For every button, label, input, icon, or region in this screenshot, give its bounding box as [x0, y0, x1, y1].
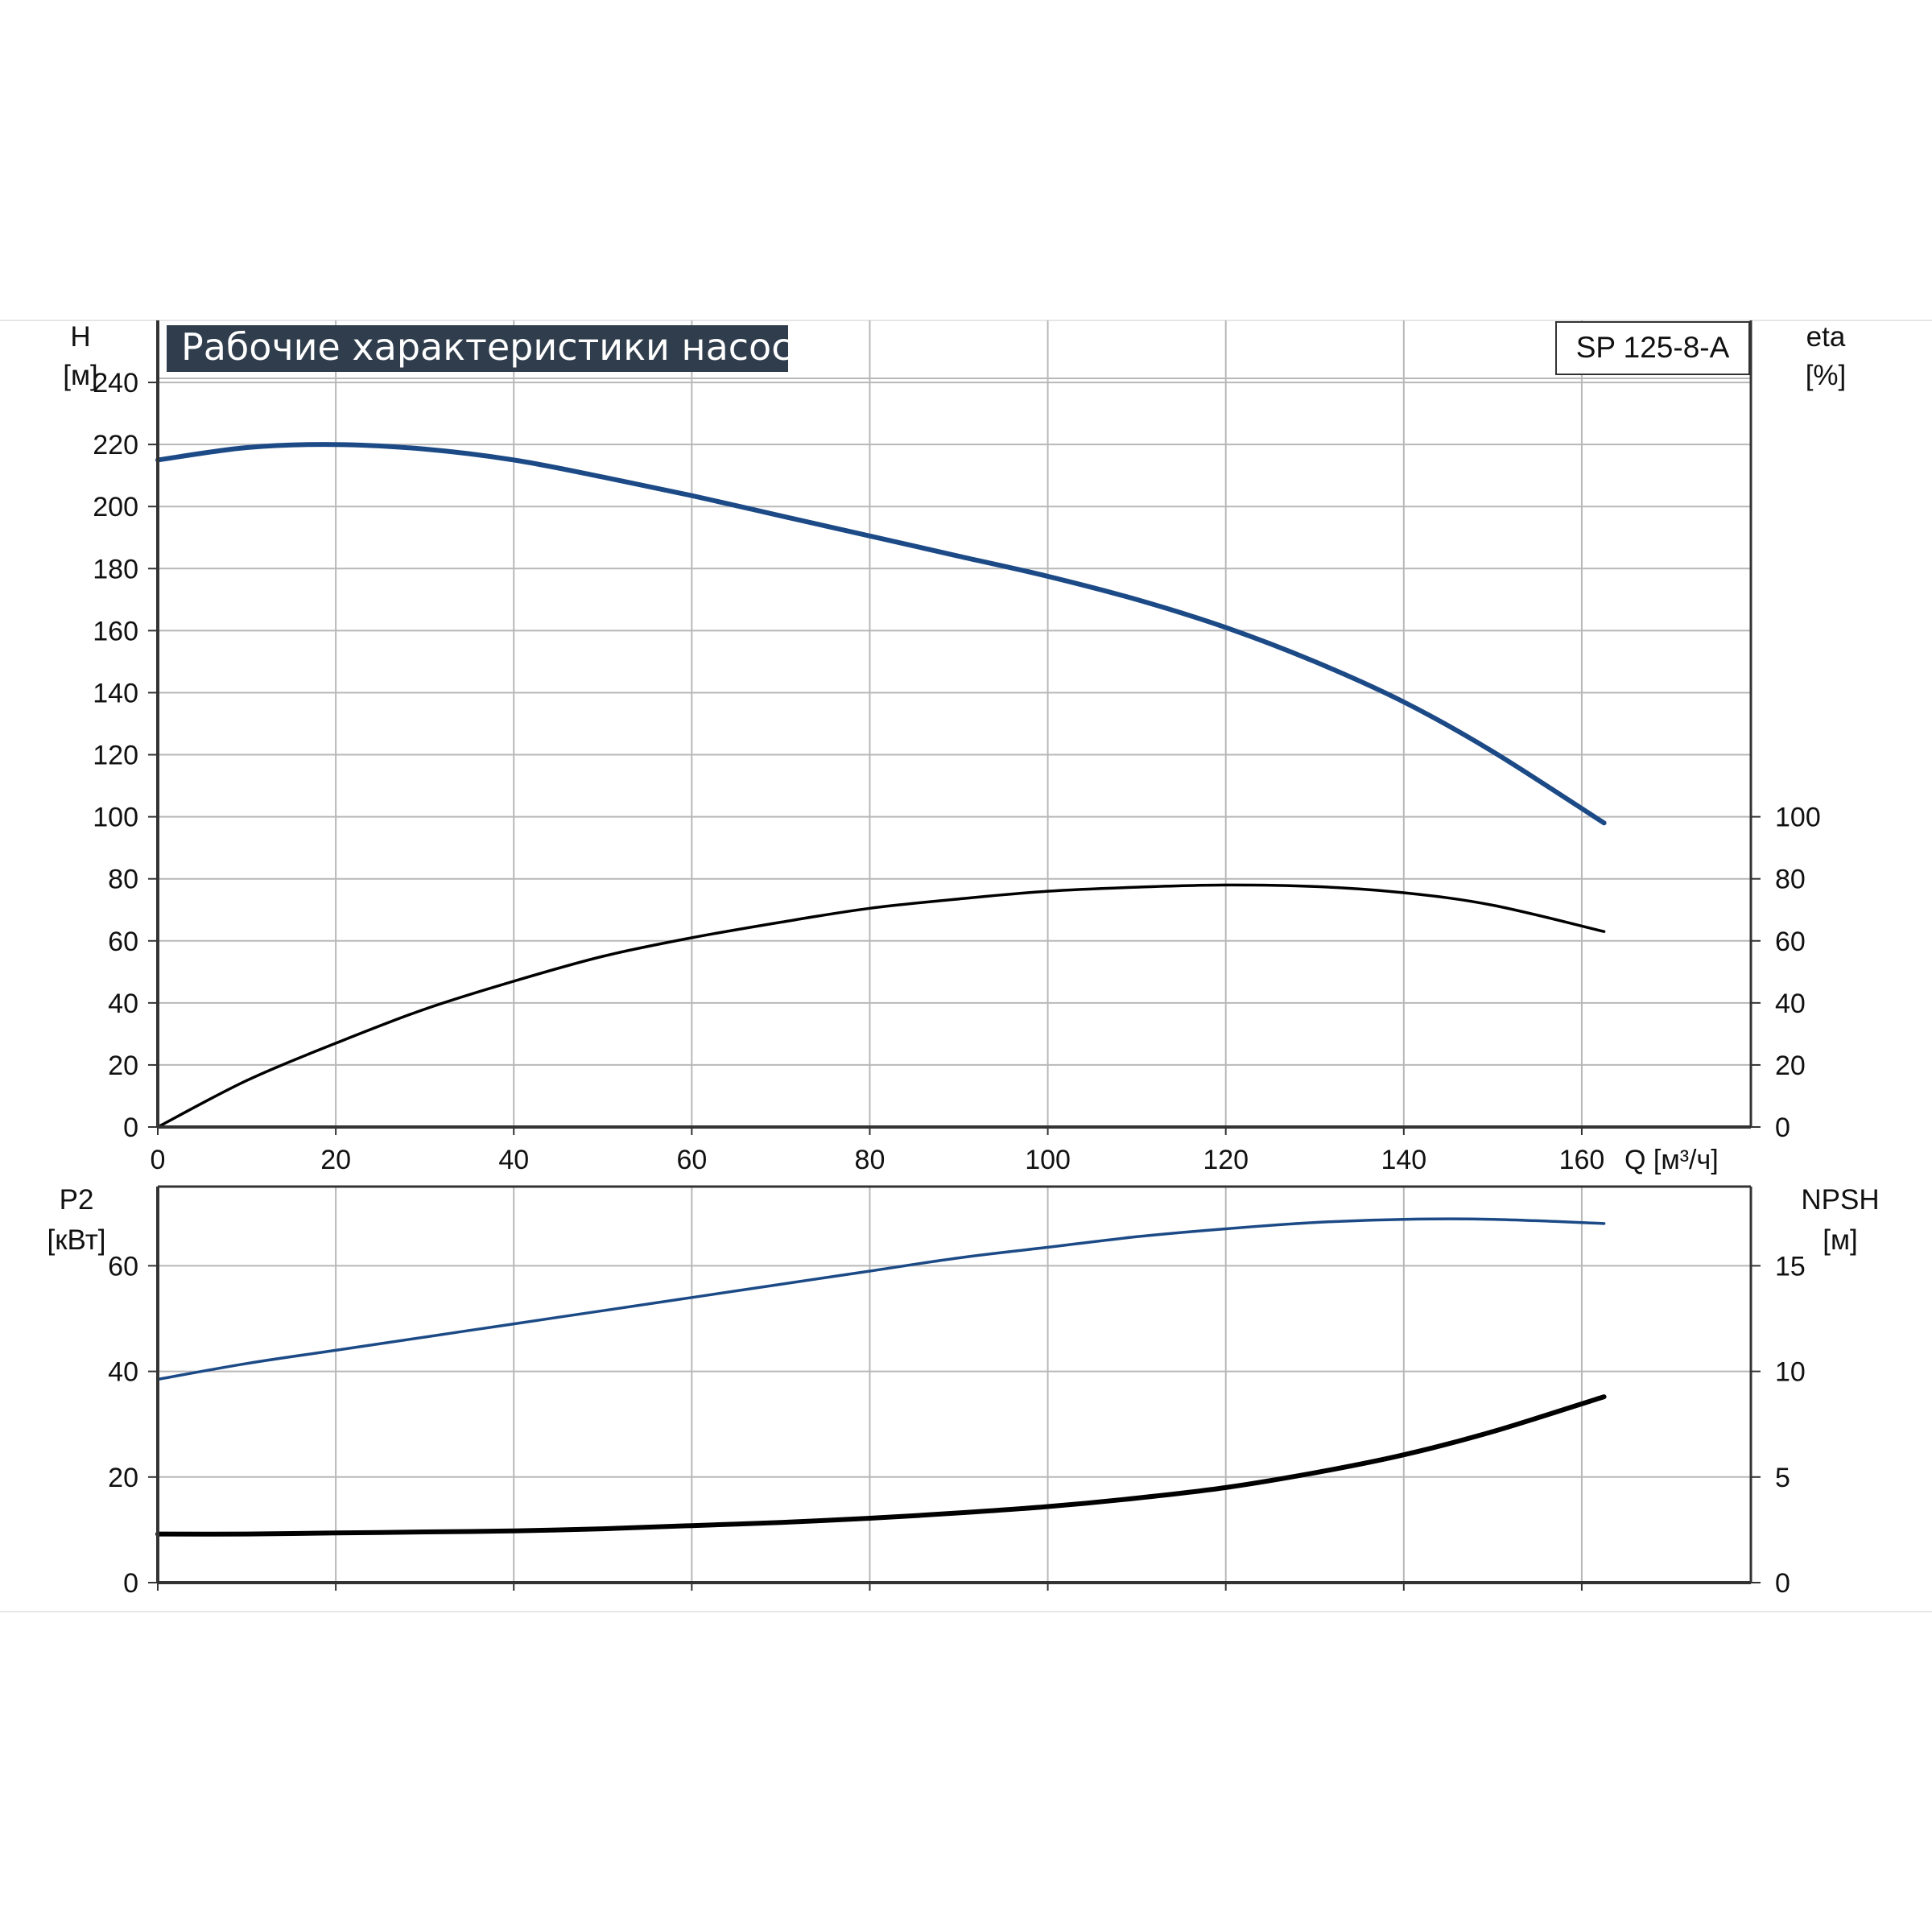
left-tick-label: 200 [93, 492, 138, 522]
right-tick-label: 20 [1775, 1051, 1806, 1081]
right-tick-label: 10 [1775, 1357, 1806, 1388]
p2-axis-label: P2 [60, 1184, 94, 1216]
left-tick-label: 0 [123, 1568, 138, 1599]
right-tick-label: 15 [1775, 1251, 1806, 1282]
left-tick-label: 20 [108, 1463, 138, 1493]
lower-series-0-curve [156, 1217, 1606, 1381]
left-tick-label: 220 [93, 430, 138, 460]
x-tick-label: 20 [320, 1145, 351, 1175]
x-tick-label: 100 [1025, 1145, 1071, 1175]
npsh-axis-unit: [м] [1823, 1224, 1858, 1256]
model-box [1555, 321, 1750, 375]
left-tick-label: 160 [93, 616, 138, 646]
left-tick-label: 20 [108, 1051, 138, 1081]
head-efficiency-chart: 0 20 40 60 80 100 120 140 160 0 20 40 60 80 100 120 140 1… [63, 320, 1846, 1175]
p2-axis-unit: [кВт] [47, 1224, 106, 1256]
x-tick-label: 120 [1203, 1145, 1249, 1175]
eta-axis-label: eta [1806, 321, 1846, 353]
right-tick-label: 0 [1775, 1113, 1790, 1143]
x-tick-label: 60 [676, 1145, 707, 1175]
right-tick-label: 40 [1775, 989, 1806, 1019]
left-tick-label: 60 [108, 927, 138, 957]
left-tick-label: 180 [93, 554, 138, 584]
lower-frame [148, 1185, 1761, 1591]
chart-title: Рабочие характеристики насоса [181, 325, 815, 369]
upper-series-0-curve [155, 442, 1607, 826]
lower-grid [157, 1187, 1751, 1583]
upper-frame [148, 320, 1761, 1135]
q-axis-label: Q [м³/ч] [1624, 1145, 1719, 1175]
left-tick-label: 40 [108, 1357, 138, 1388]
left-tick-label: 0 [123, 1113, 138, 1143]
right-tick-label: 100 [1775, 803, 1821, 833]
upper-series-1-curve [156, 883, 1606, 1129]
eta-axis-unit: [%] [1806, 360, 1847, 391]
right-tick-label: 80 [1775, 865, 1806, 895]
x-tick-label: 40 [498, 1145, 529, 1175]
left-tick-label: 120 [93, 741, 138, 771]
npsh-axis-label: NPSH [1801, 1184, 1879, 1216]
left-tick-label: 140 [93, 678, 138, 708]
x-tick-label: 140 [1381, 1145, 1426, 1175]
x-tick-label: 0 [151, 1145, 166, 1175]
x-tick-label: 80 [855, 1145, 886, 1175]
right-tick-label: 60 [1775, 927, 1806, 957]
x-tick-label: 160 [1559, 1145, 1605, 1175]
upper-curves [155, 442, 1607, 1129]
left-tick-label: 60 [108, 1251, 138, 1282]
left-tick-label: 40 [108, 989, 138, 1019]
lower-curves [155, 1217, 1607, 1537]
model-label: SP 125-8-A [1576, 331, 1730, 364]
upper-grid [157, 320, 1751, 1128]
power-npsh-chart: 0 20 40 60 0 5 10 15 P2 [кВт] NPSH [м] [47, 1184, 1880, 1599]
h-axis-unit: [м] [63, 360, 98, 391]
h-axis-label: H [70, 321, 90, 353]
left-tick-label: 80 [108, 865, 138, 895]
left-tick-label: 240 [93, 368, 138, 398]
right-tick-label: 5 [1775, 1463, 1790, 1493]
lower-tick-labels: 0 20 40 60 0 5 10 15 [108, 1251, 1806, 1599]
left-tick-label: 100 [93, 803, 138, 833]
right-tick-label: 0 [1775, 1568, 1790, 1599]
lower-series-1-curve [155, 1394, 1607, 1537]
title-box [167, 325, 788, 372]
upper-tick-labels: 0 20 40 60 80 100 120 140 160 0 20 40 60 80 100 120 140 1… [93, 368, 1820, 1175]
